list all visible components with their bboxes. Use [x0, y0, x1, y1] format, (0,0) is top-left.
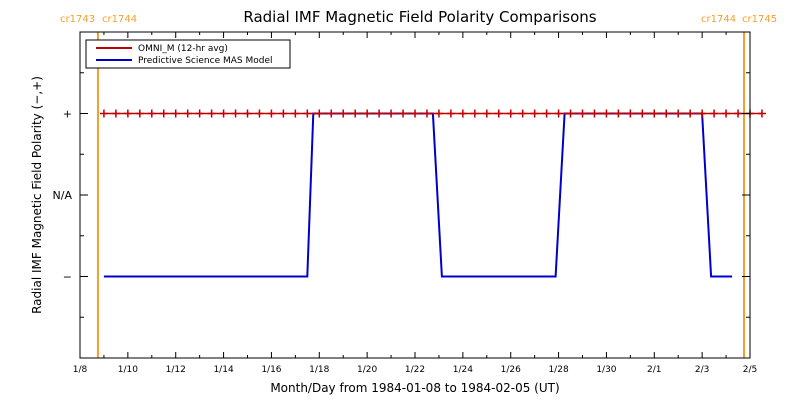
- x-tick-label: 1/12: [166, 365, 186, 375]
- x-tick-label: 2/5: [743, 365, 757, 375]
- x-tick-label: 1/10: [118, 365, 138, 375]
- x-tick-label: 1/28: [548, 365, 568, 375]
- omni-point: [422, 109, 431, 118]
- omni-point: [411, 109, 419, 118]
- omni-point: [279, 109, 288, 118]
- omni-point: [650, 109, 659, 118]
- omni-point: [554, 109, 563, 118]
- legend-label-mas: Predictive Science MAS Model: [138, 56, 273, 66]
- omni-point: [243, 109, 252, 118]
- omni-point: [303, 109, 312, 118]
- omni-point: [135, 109, 144, 118]
- omni-point: [482, 109, 491, 118]
- plot-area: [96, 32, 766, 358]
- cr-label-right-1: cr1744: [102, 14, 137, 25]
- omni-point: [698, 109, 707, 118]
- omni-point: [614, 109, 623, 118]
- x-tick-label: 2/1: [647, 365, 661, 375]
- legend: OMNI_M (12-hr avg) Predictive Science MA…: [85, 39, 291, 69]
- omni-point: [734, 109, 743, 118]
- omni-point: [171, 109, 180, 118]
- omni-point: [219, 109, 228, 118]
- x-tick-label: 1/18: [309, 365, 329, 375]
- omni-point: [458, 109, 467, 118]
- omni-point: [255, 109, 264, 118]
- omni-point: [722, 109, 731, 118]
- omni-point: [470, 109, 479, 118]
- omni-point: [434, 109, 443, 118]
- cr-label-left-2: cr1744: [701, 14, 736, 25]
- omni-point: [267, 109, 276, 118]
- omni-point: [590, 109, 599, 118]
- omni-point: [339, 109, 348, 118]
- legend-label-omni: OMNI_M (12-hr avg): [138, 44, 228, 54]
- omni-point: [542, 109, 551, 118]
- omni-point: [351, 109, 360, 118]
- omni-point: [159, 109, 168, 118]
- y-tick-label: +: [63, 108, 72, 121]
- cr-label-left-1: cr1743: [60, 14, 95, 25]
- x-tick-label: 1/22: [405, 365, 425, 375]
- omni-point: [111, 109, 120, 118]
- x-tick-label: 1/14: [213, 365, 233, 375]
- x-tick-label: 1/30: [596, 365, 616, 375]
- omni-point: [530, 109, 539, 118]
- omni-point: [566, 109, 575, 118]
- omni-point: [662, 109, 671, 118]
- chart-title: Radial IMF Magnetic Field Polarity Compa…: [243, 8, 596, 26]
- omni-point: [686, 109, 695, 118]
- omni-point: [578, 109, 587, 118]
- x-axis: 1/8 1/10 1/12 1/14 1/16 1/18 1/20 1/22 1/24 1/26 1…: [73, 32, 757, 375]
- y-axis: + N/A −: [53, 31, 750, 359]
- x-tick-label: 1/24: [453, 365, 473, 375]
- x-axis-label: Month/Day from 1984-01-08 to 1984-02-05 …: [270, 381, 559, 395]
- omni-point: [399, 109, 408, 118]
- omni-point: [638, 109, 647, 118]
- omni-point: [363, 109, 372, 118]
- omni-point: [375, 109, 384, 118]
- cr-label-right-2: cr1745: [742, 14, 777, 25]
- omni-point: [710, 109, 719, 118]
- omni-point: [387, 109, 396, 118]
- omni-point: [195, 109, 204, 118]
- y-tick-label: N/A: [53, 189, 73, 202]
- plot-frame: [79, 31, 751, 359]
- omni-point: [674, 109, 683, 118]
- omni-point: [291, 109, 300, 118]
- x-tick-label: 1/26: [501, 365, 521, 375]
- omni-point: [757, 109, 766, 118]
- omni-point: [183, 109, 192, 118]
- omni-point: [494, 109, 503, 118]
- y-tick-label: −: [63, 271, 72, 284]
- omni-point: [231, 109, 240, 118]
- omni-point: [315, 109, 324, 118]
- omni-point: [123, 109, 132, 118]
- legend-box: [85, 39, 291, 69]
- x-tick-label: 1/16: [261, 365, 281, 375]
- x-tick-label: 1/20: [357, 365, 377, 375]
- omni-point: [602, 109, 611, 118]
- omni-point: [147, 109, 156, 118]
- x-tick-label: 1/8: [73, 365, 88, 375]
- mas-model-line: [103, 112, 733, 278]
- x-tick-label: 2/3: [695, 365, 709, 375]
- omni-point: [207, 109, 216, 118]
- omni-point: [626, 109, 635, 118]
- omni-point: [506, 109, 515, 118]
- omni-point: [446, 109, 455, 118]
- y-axis-label: Radial IMF Magnetic Field Polarity (−,+): [30, 76, 44, 314]
- omni-point: [518, 109, 527, 118]
- omni-point: [327, 109, 336, 118]
- omni-point: [99, 109, 108, 118]
